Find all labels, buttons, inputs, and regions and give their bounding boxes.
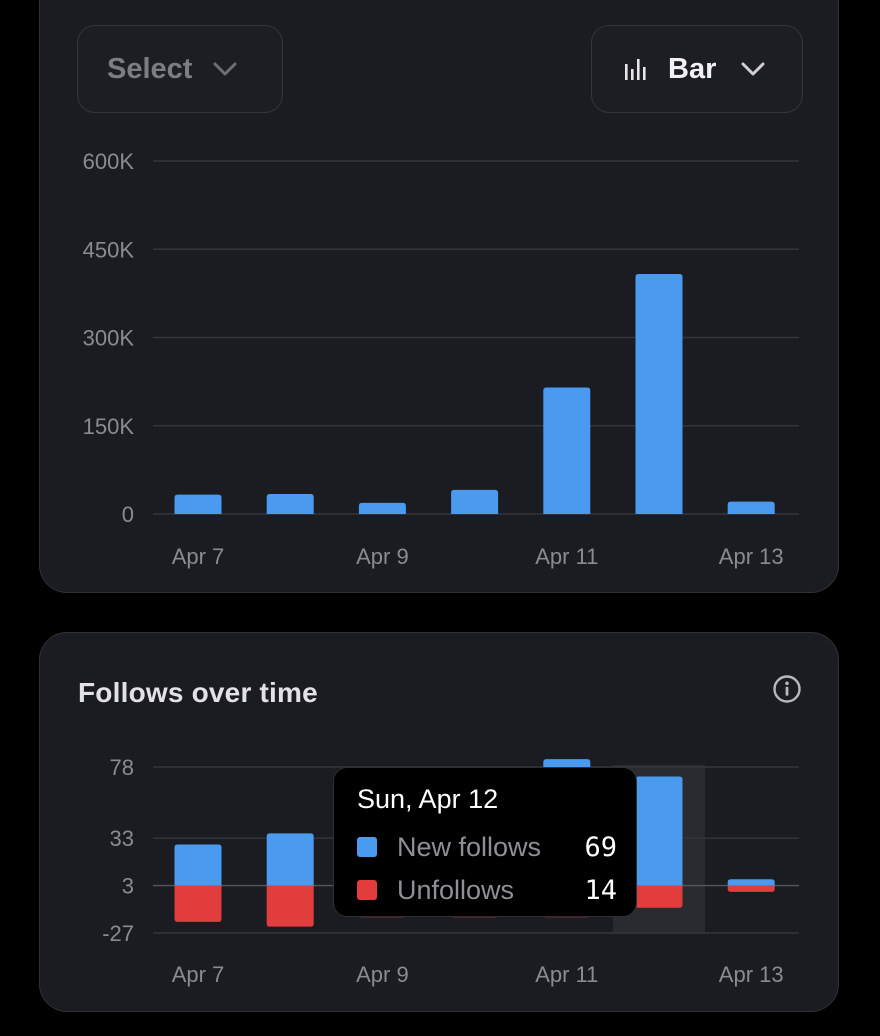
bar-unfollows[interactable]: [727, 885, 775, 892]
bar-new-follows[interactable]: [266, 833, 314, 886]
y-tick-label: 0: [122, 502, 134, 527]
y-tick-label: 450K: [83, 237, 135, 262]
tooltip-row-new-follows: New follows 69: [357, 831, 617, 863]
chart-type-dropdown[interactable]: Bar: [591, 25, 803, 113]
bar-unfollows[interactable]: [266, 885, 314, 927]
y-tick-label: 33: [110, 826, 134, 851]
info-icon[interactable]: [772, 674, 802, 704]
x-tick-label: Apr 9: [356, 962, 409, 987]
y-tick-label: -27: [102, 921, 134, 946]
follows-chart-card: Follows over time 78 33 3 -27 Apr 7 Apr 9 Apr …: [39, 632, 839, 1012]
select-dropdown[interactable]: Select: [77, 25, 283, 113]
tooltip-row-label: Unfollows: [397, 874, 515, 905]
x-tick-label: Apr 13: [719, 962, 784, 987]
views-chart-card: Select Bar 600K 450K 300K 150K 0 Apr 7 Apr 9 Ap…: [39, 0, 839, 593]
bar[interactable]: [174, 494, 222, 514]
bar-new-follows[interactable]: [174, 844, 222, 886]
tooltip-date: Sun, Apr 12: [357, 784, 499, 814]
bar-chart-icon: [625, 59, 646, 80]
tooltip-row-label: New follows: [397, 831, 542, 862]
chart-tooltip: Sun, Apr 12 New follows 69 Unfollows 14: [333, 767, 637, 917]
bar[interactable]: [543, 387, 591, 514]
chevron-down-icon: [741, 62, 765, 76]
unfollows-swatch: [357, 880, 377, 900]
y-tick-label: 600K: [83, 149, 135, 174]
views-bar-chart: 600K 450K 300K 150K 0 Apr 7 Apr 9 Apr 11 Apr 13: [83, 149, 799, 569]
y-tick-label: 150K: [83, 414, 135, 439]
bar[interactable]: [635, 273, 683, 514]
x-tick-label: Apr 9: [356, 544, 409, 569]
follows-card-title: Follows over time: [78, 677, 318, 708]
chart-type-label: Bar: [668, 52, 717, 85]
bar-unfollows[interactable]: [174, 885, 222, 922]
tooltip-row-value: 69: [584, 831, 617, 863]
y-tick-label: 78: [110, 755, 134, 780]
bar-new-follows[interactable]: [727, 879, 775, 886]
select-dropdown-label: Select: [107, 52, 193, 85]
chevron-down-icon: [213, 62, 237, 76]
bar-new-follows[interactable]: [635, 776, 683, 886]
x-tick-label: Apr 11: [535, 962, 598, 987]
bar[interactable]: [451, 489, 499, 514]
x-tick-label: Apr 7: [172, 544, 225, 569]
tooltip-row-unfollows: Unfollows 14: [357, 874, 617, 906]
x-tick-label: Apr 13: [719, 544, 784, 569]
y-tick-label: 3: [122, 874, 134, 899]
bar-unfollows[interactable]: [635, 885, 683, 908]
bar[interactable]: [266, 493, 314, 514]
bar[interactable]: [358, 502, 406, 514]
y-tick-label: 300K: [83, 326, 135, 351]
bar[interactable]: [727, 501, 775, 514]
tooltip-row-value: 14: [584, 874, 617, 906]
new-follows-swatch: [357, 837, 377, 857]
x-tick-label: Apr 11: [535, 544, 598, 569]
x-tick-label: Apr 7: [172, 962, 225, 987]
